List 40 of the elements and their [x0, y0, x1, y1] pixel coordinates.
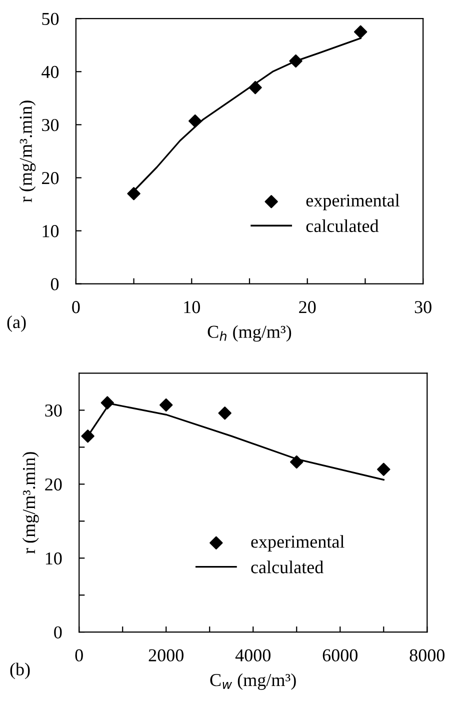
- x-axis-title: C$_{w}$ (mg/m³): [210, 673, 296, 690]
- x-tick-label: 0: [72, 301, 80, 314]
- y-tick-label: 20: [45, 478, 62, 491]
- text: (b): [10, 662, 30, 680]
- y-tick-label: 50: [42, 12, 59, 26]
- y-axis-title: r (mg/m³.min): [22, 452, 39, 554]
- point: [188, 114, 202, 128]
- y-tick-label: 0: [50, 278, 59, 290]
- x-tick-label: 6000: [322, 649, 358, 662]
- y-tick-label: 30: [45, 404, 62, 417]
- point: [100, 396, 114, 410]
- y-tick-label: 10: [46, 552, 62, 565]
- y-tick-label: 30: [42, 118, 59, 132]
- point: [354, 25, 368, 38]
- y-tick-label: 10: [42, 225, 59, 238]
- y-tick-label: 20: [42, 172, 59, 184]
- x-tick-label: 30: [414, 301, 432, 314]
- x-tick-label: 2000: [148, 649, 184, 662]
- legend-label: experimental: [306, 194, 400, 210]
- point: [127, 187, 140, 200]
- point: [160, 398, 173, 412]
- text: (a): [7, 315, 26, 332]
- point: [290, 455, 304, 469]
- legend-label: calculated: [306, 219, 379, 232]
- y-tick-label: 0: [54, 626, 62, 638]
- x-tick-label: 20: [299, 301, 316, 314]
- y-tick-label: 40: [42, 66, 59, 78]
- x-tick-label: 4000: [235, 649, 270, 662]
- y-axis-title: r (mg/m³.min): [19, 100, 36, 202]
- x-tick-label: 10: [184, 301, 200, 314]
- point: [248, 80, 262, 94]
- point: [81, 430, 94, 443]
- legend-label: calculated: [251, 560, 324, 574]
- point: [218, 406, 232, 420]
- point: [289, 54, 302, 68]
- point: [377, 462, 390, 476]
- x-tick-label: 8000: [410, 649, 445, 662]
- legend-label: experimental: [251, 535, 344, 552]
- x-tick-label: 0: [75, 649, 83, 662]
- x-axis-title: C$_{h}$ (mg/m³): [208, 325, 292, 342]
